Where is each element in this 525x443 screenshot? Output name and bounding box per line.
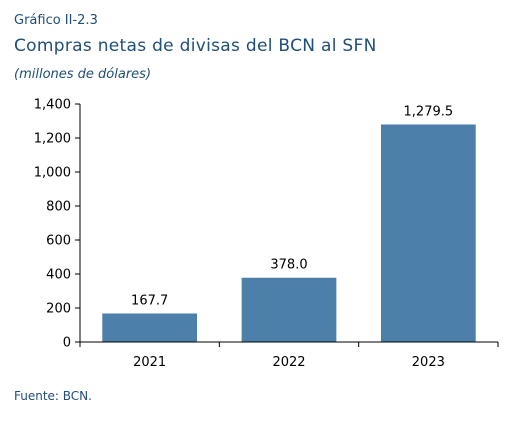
bar-2022 [241,277,337,342]
chart-subtitle: (millones de dólares) [14,67,152,82]
data-label-2021: 167.7 [131,293,168,308]
y-tick-label: 400 [46,268,71,283]
y-tick-label: 600 [46,234,71,249]
x-tick-label: 2022 [272,355,305,370]
figure-number: Gráfico II-2.3 [14,13,98,28]
x-tick-label: 2023 [412,355,445,370]
data-label-2023: 1,279.5 [404,104,454,119]
bars [102,124,476,342]
y-tick-label: 200 [46,302,71,317]
bar-2021 [102,313,198,342]
y-tick-label: 1,400 [34,98,71,113]
data-labels: 167.7 378.0 1,279.5 [131,104,453,308]
source-note: Fuente: BCN. [14,389,92,403]
y-axis-ticks: 0 200 400 600 800 1,000 1,200 1,400 [34,98,80,351]
y-tick-label: 1,200 [34,132,71,147]
x-axis-ticks: 2021 2022 2023 [79,342,499,370]
y-tick-label: 800 [46,200,71,215]
bar-2023 [380,124,476,342]
y-tick-label: 0 [63,336,71,351]
x-tick-label: 2021 [133,355,166,370]
data-label-2022: 378.0 [270,258,307,273]
y-tick-label: 1,000 [34,166,71,181]
chart-title: Compras netas de divisas del BCN al SFN [14,36,377,56]
